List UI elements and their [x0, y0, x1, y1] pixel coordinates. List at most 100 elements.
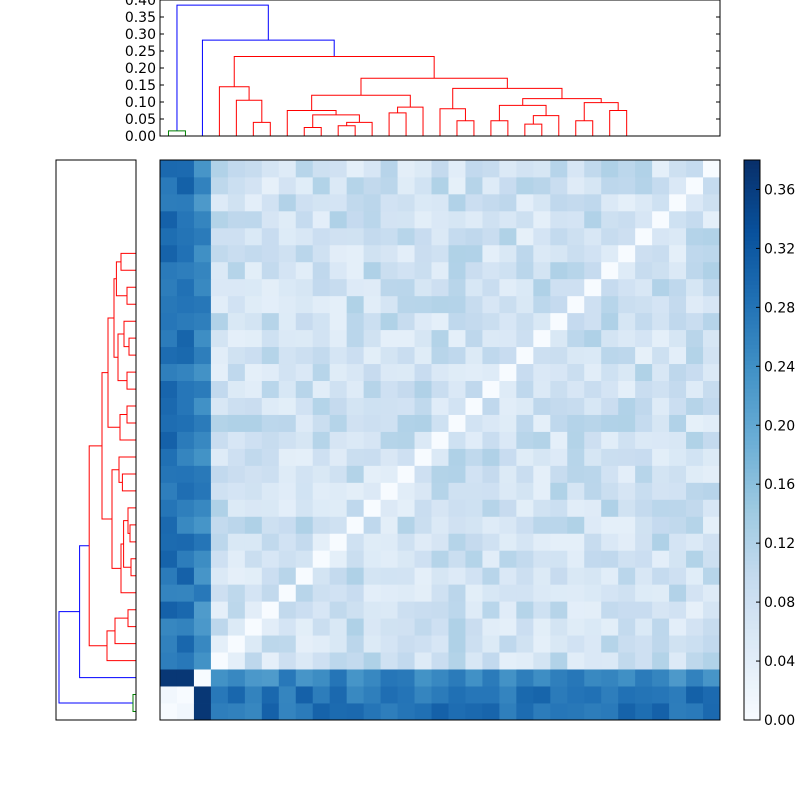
colorbar: [744, 160, 760, 721]
dendrogram-link: [111, 469, 121, 569]
colorbar-gradient-band: [744, 700, 760, 705]
heatmap-cell: [601, 669, 619, 687]
heatmap-cell: [176, 465, 195, 483]
heatmap-cell: [669, 669, 687, 687]
heatmap-cell: [669, 160, 687, 178]
colorbar-gradient-band: [744, 616, 760, 621]
heatmap-cell: [516, 652, 534, 670]
heatmap-cell: [703, 363, 721, 382]
heatmap-cell: [516, 193, 534, 212]
heatmap-cell: [601, 295, 619, 314]
heatmap-cell: [312, 516, 331, 534]
heatmap-cell: [414, 346, 432, 365]
heatmap-cell: [652, 584, 670, 602]
heatmap-cell: [397, 431, 415, 449]
dendrogram-link: [126, 286, 136, 305]
heatmap-cell: [499, 363, 517, 382]
dendrogram-link: [575, 120, 594, 136]
dendrogram-link: [120, 543, 136, 594]
heatmap-cell: [584, 397, 602, 415]
heatmap-cell: [380, 652, 398, 670]
heatmap-cell: [448, 431, 466, 449]
heatmap-cell: [312, 635, 331, 653]
heatmap-cell: [193, 533, 212, 551]
heatmap-cell: [448, 363, 466, 382]
colorbar-gradient-band: [744, 160, 760, 165]
heatmap-cell: [312, 414, 331, 432]
heatmap-cell: [380, 380, 398, 398]
heatmap-cell: [567, 363, 585, 382]
heatmap-cell: [363, 686, 382, 704]
heatmap-cell: [363, 567, 382, 585]
heatmap-cell: [295, 499, 314, 517]
heatmap-cell: [601, 482, 619, 500]
heatmap-cell: [584, 652, 602, 670]
heatmap-cell: [329, 329, 348, 348]
heatmap-cell: [448, 584, 466, 602]
heatmap-cell: [295, 295, 314, 314]
heatmap-cell: [465, 516, 483, 534]
heatmap-cell: [635, 261, 653, 280]
heatmap-cell: [465, 550, 483, 568]
heatmap-cell: [227, 465, 246, 483]
heatmap-cell: [210, 210, 229, 229]
y-axis-tick-label: 0.05: [125, 112, 156, 128]
heatmap-cell: [567, 160, 585, 178]
heatmap-cell: [176, 635, 195, 653]
heatmap-cell: [295, 329, 314, 348]
heatmap-cell: [244, 160, 263, 178]
heatmap-cell: [176, 669, 195, 687]
heatmap-cell: [278, 601, 297, 619]
heatmap-cell: [176, 533, 195, 551]
heatmap-cell: [703, 193, 721, 212]
heatmap-cell: [431, 227, 449, 246]
heatmap-cell: [363, 329, 382, 348]
heatmap-cell: [363, 210, 382, 229]
heatmap-cell: [669, 380, 687, 398]
colorbar-gradient-band: [744, 696, 760, 701]
heatmap-cell: [227, 414, 246, 432]
heatmap-cell: [703, 176, 721, 195]
top-dendrogram-y-axis: 0.000.050.100.150.200.250.300.350.40: [125, 0, 720, 145]
heatmap-cell: [618, 329, 636, 348]
heatmap-cell: [584, 686, 602, 704]
heatmap-cell: [448, 703, 466, 721]
heatmap-cell: [261, 329, 280, 348]
heatmap-cell: [448, 601, 466, 619]
colorbar-gradient-band: [744, 580, 760, 585]
heatmap-cell: [533, 703, 551, 721]
heatmap-cell: [635, 397, 653, 415]
colorbar-gradient-band: [744, 200, 760, 205]
heatmap-cell: [329, 533, 348, 551]
heatmap-cell: [601, 244, 619, 263]
heatmap-cell: [482, 618, 500, 636]
heatmap-cell: [499, 278, 517, 297]
dendrogram-link: [79, 545, 136, 679]
heatmap-cell: [686, 550, 704, 568]
colorbar-gradient-band: [744, 488, 760, 493]
heatmap-cell: [703, 669, 721, 687]
heatmap-cell: [550, 465, 568, 483]
heatmap-cell: [635, 567, 653, 585]
heatmap-cell: [669, 176, 687, 195]
heatmap-cell: [482, 278, 500, 297]
heatmap-cell: [584, 533, 602, 551]
colorbar-tick-label: 0.36: [764, 182, 795, 198]
heatmap-cell: [397, 261, 415, 280]
heatmap-cell: [414, 601, 432, 619]
heatmap-cell: [346, 652, 365, 670]
heatmap-cell: [499, 176, 517, 195]
heatmap-cell: [176, 703, 195, 721]
heatmap-cell: [499, 227, 517, 246]
colorbar-gradient-band: [744, 184, 760, 189]
colorbar-gradient-band: [744, 236, 760, 241]
heatmap-cell: [346, 431, 365, 449]
heatmap-cell: [295, 652, 314, 670]
heatmap-cell: [499, 431, 517, 449]
heatmap-cell: [261, 703, 280, 721]
colorbar-gradient-band: [744, 628, 760, 633]
heatmap-cell: [363, 499, 382, 517]
heatmap-cell: [703, 465, 721, 483]
heatmap-cell: [550, 482, 568, 500]
heatmap-cell: [601, 278, 619, 297]
